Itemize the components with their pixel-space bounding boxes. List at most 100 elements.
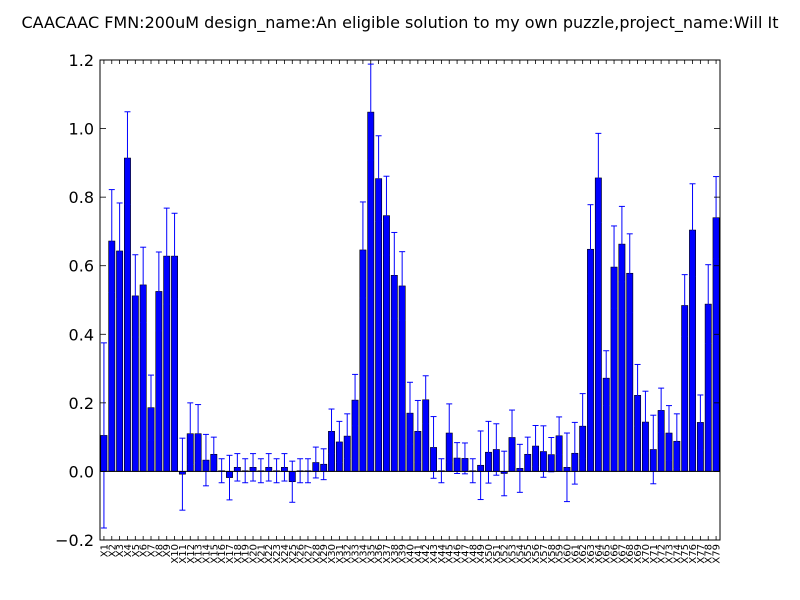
y-tick-label: 0.2 [69, 394, 94, 413]
error-bar-X34 [359, 201, 366, 299]
error-bar-X70 [642, 390, 649, 454]
error-bar-X47 [461, 442, 468, 475]
error-bar-X40 [407, 381, 413, 445]
x-tick-label: X31 [335, 544, 346, 564]
error-bars-layer [100, 63, 720, 529]
x-tick-label: X72 [657, 544, 668, 564]
bar-X35 [367, 111, 375, 472]
chart-title: CAACAAC FMN:200uM design_name:An eligibl… [21, 13, 778, 33]
error-bar-X45 [446, 403, 453, 463]
x-tick-label: X41 [413, 544, 424, 564]
x-tick-label: X35 [366, 544, 377, 564]
x-tick-label: X71 [649, 544, 660, 564]
error-bar-X18 [234, 453, 241, 482]
error-bar-X57 [540, 425, 547, 478]
y-tick-label: 1.2 [69, 51, 94, 70]
x-tick-label: X16 [217, 544, 228, 564]
error-bar-X68 [626, 233, 633, 314]
error-bar-X76 [689, 183, 696, 277]
x-tick-label: X63 [586, 544, 597, 564]
error-bar-X16 [218, 458, 225, 484]
error-bar-X6 [140, 246, 147, 324]
x-tick-label: X7 [147, 544, 158, 557]
x-tick-label: X76 [688, 544, 699, 564]
x-tick-label: X19 [241, 544, 252, 564]
error-bar-X13 [195, 404, 202, 464]
error-bar-X25 [289, 460, 296, 503]
error-bar-X73 [665, 405, 672, 461]
x-tick-label: X70 [641, 544, 652, 564]
error-bar-X54 [516, 443, 523, 493]
x-tick-label: X47 [460, 544, 471, 564]
x-tick-label: X28 [311, 544, 322, 564]
error-bar-X4 [124, 111, 131, 205]
x-tick-label: X6 [139, 544, 150, 557]
error-bar-X33 [352, 373, 359, 427]
error-bar-X5 [132, 254, 139, 338]
x-tick-label: X30 [327, 544, 338, 564]
error-bar-X61 [571, 421, 578, 485]
error-bar-X69 [634, 363, 641, 427]
x-tick-label: X23 [272, 544, 283, 564]
error-bar-X60 [563, 432, 570, 503]
x-tick-label: X57 [539, 544, 550, 564]
error-bar-X46 [454, 442, 461, 474]
error-bar-X56 [532, 424, 539, 468]
x-tick-label: X42 [421, 544, 432, 564]
error-bar-X20 [250, 453, 257, 482]
x-tick-label: X66 [610, 544, 621, 564]
x-tick-label: X24 [280, 544, 291, 564]
x-tick-label: X34 [358, 544, 369, 564]
error-bar-X62 [579, 393, 586, 460]
error-bar-X7 [148, 374, 155, 441]
x-tick-label: X43 [429, 544, 440, 564]
error-bar-X65 [603, 350, 610, 407]
x-tick-label: X32 [343, 544, 354, 564]
x-tick-label: X77 [696, 544, 707, 564]
error-bar-X64 [595, 132, 602, 224]
error-bar-X27 [304, 458, 311, 484]
error-bar-X59 [556, 416, 563, 456]
x-tick-label: X26 [296, 544, 307, 564]
y-tick-label: 0.8 [69, 188, 94, 207]
x-tick-label: X58 [547, 544, 558, 564]
x-tick-label: X18 [233, 544, 244, 564]
x-tick-label: X53 [508, 544, 519, 564]
error-bar-X50 [485, 420, 492, 484]
error-bar-X66 [611, 225, 618, 309]
x-tick-label: X8 [154, 544, 165, 557]
x-tick-label: X75 [680, 544, 691, 564]
error-bar-X71 [650, 414, 657, 485]
error-bar-X63 [587, 204, 594, 295]
error-bar-X31 [336, 420, 343, 464]
x-tick-label: X68 [625, 544, 636, 564]
error-bar-X77 [697, 394, 704, 451]
error-bar-X52 [501, 450, 508, 497]
x-tick-label: X14 [201, 544, 212, 564]
error-bar-X43 [430, 416, 437, 479]
y-tick-label: −0.2 [55, 531, 94, 550]
error-bar-X22 [265, 453, 272, 482]
error-bar-X26 [297, 458, 304, 484]
error-bar-X9 [163, 207, 170, 305]
error-bar-X37 [383, 175, 390, 256]
x-tick-label: X73 [664, 544, 675, 564]
error-bar-X23 [273, 458, 280, 484]
error-bar-X17 [226, 454, 233, 501]
error-bar-X21 [257, 458, 264, 484]
x-tick-label: X69 [633, 544, 644, 564]
x-tick-label: X37 [382, 544, 393, 564]
error-bar-X44 [438, 458, 445, 484]
y-axis-ticks: −0.2 0.0 0.2 0.4 0.6 0.8 1.0 1.2 [55, 51, 720, 550]
x-tick-label: X22 [264, 544, 275, 564]
x-tick-label: X13 [194, 544, 205, 564]
y-tick-label: 0.0 [69, 462, 94, 481]
error-bar-X38 [391, 231, 398, 319]
x-tick-label: X27 [303, 544, 314, 564]
x-tick-label: X4 [123, 544, 134, 557]
x-tick-label: X45 [445, 544, 456, 564]
error-bar-X42 [422, 375, 429, 425]
x-tick-label: X33 [351, 544, 362, 564]
x-tick-label: X65 [602, 544, 613, 564]
